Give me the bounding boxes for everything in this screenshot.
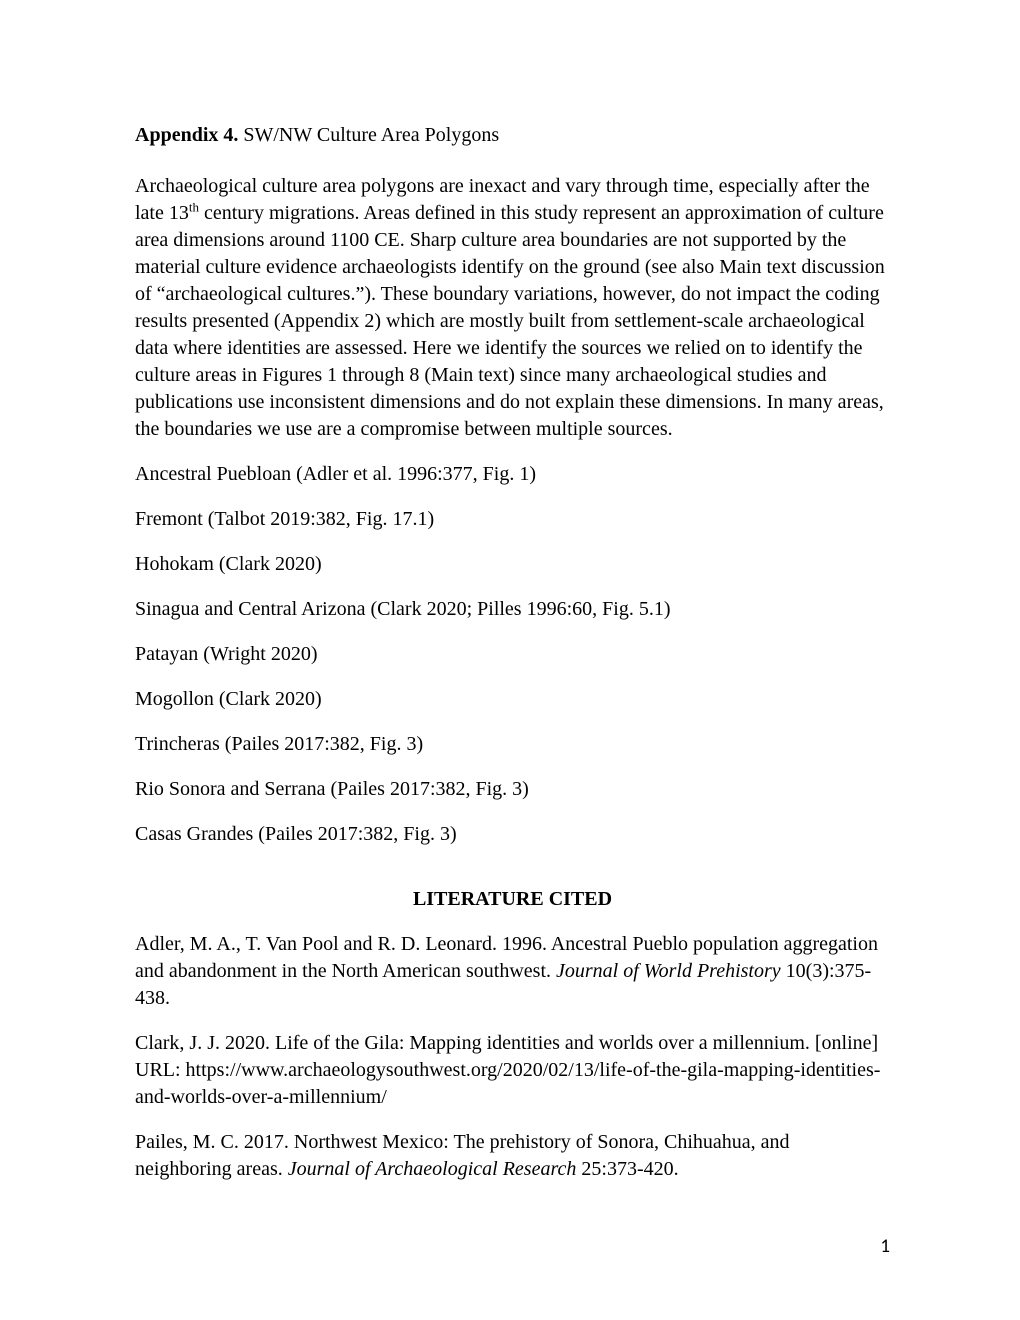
literature-cited-heading: LITERATURE CITED: [135, 888, 890, 911]
culture-item: Casas Grandes (Pailes 2017:382, Fig. 3): [135, 821, 890, 848]
appendix-title: Appendix 4. SW/NW Culture Area Polygons: [135, 122, 890, 149]
culture-item: Rio Sonora and Serrana (Pailes 2017:382,…: [135, 776, 890, 803]
intro-paragraph: Archaeological culture area polygons are…: [135, 173, 890, 443]
culture-item: Mogollon (Clark 2020): [135, 686, 890, 713]
reference-item: Pailes, M. C. 2017. Northwest Mexico: Th…: [135, 1129, 890, 1183]
ref-post: 25:373-420.: [576, 1158, 678, 1180]
reference-item: Clark, J. J. 2020. Life of the Gila: Map…: [135, 1030, 890, 1111]
culture-item: Hohokam (Clark 2020): [135, 551, 890, 578]
reference-item: Adler, M. A., T. Van Pool and R. D. Leon…: [135, 931, 890, 1012]
culture-item: Patayan (Wright 2020): [135, 641, 890, 668]
culture-item: Ancestral Puebloan (Adler et al. 1996:37…: [135, 461, 890, 488]
ref-italic: Journal of World Prehistory: [556, 960, 781, 982]
ref-italic: Journal of Archaeological Research: [288, 1158, 577, 1180]
culture-item: Fremont (Talbot 2019:382, Fig. 17.1): [135, 506, 890, 533]
title-rest: SW/NW Culture Area Polygons: [238, 124, 499, 146]
title-bold: Appendix 4.: [135, 124, 238, 146]
intro-sup: th: [189, 199, 199, 214]
ref-pre: Clark, J. J. 2020. Life of the Gila: Map…: [135, 1032, 880, 1108]
intro-part2: century migrations. Areas defined in thi…: [135, 202, 885, 440]
culture-item: Sinagua and Central Arizona (Clark 2020;…: [135, 596, 890, 623]
page-number: 1: [880, 1235, 890, 1258]
culture-item: Trincheras (Pailes 2017:382, Fig. 3): [135, 731, 890, 758]
